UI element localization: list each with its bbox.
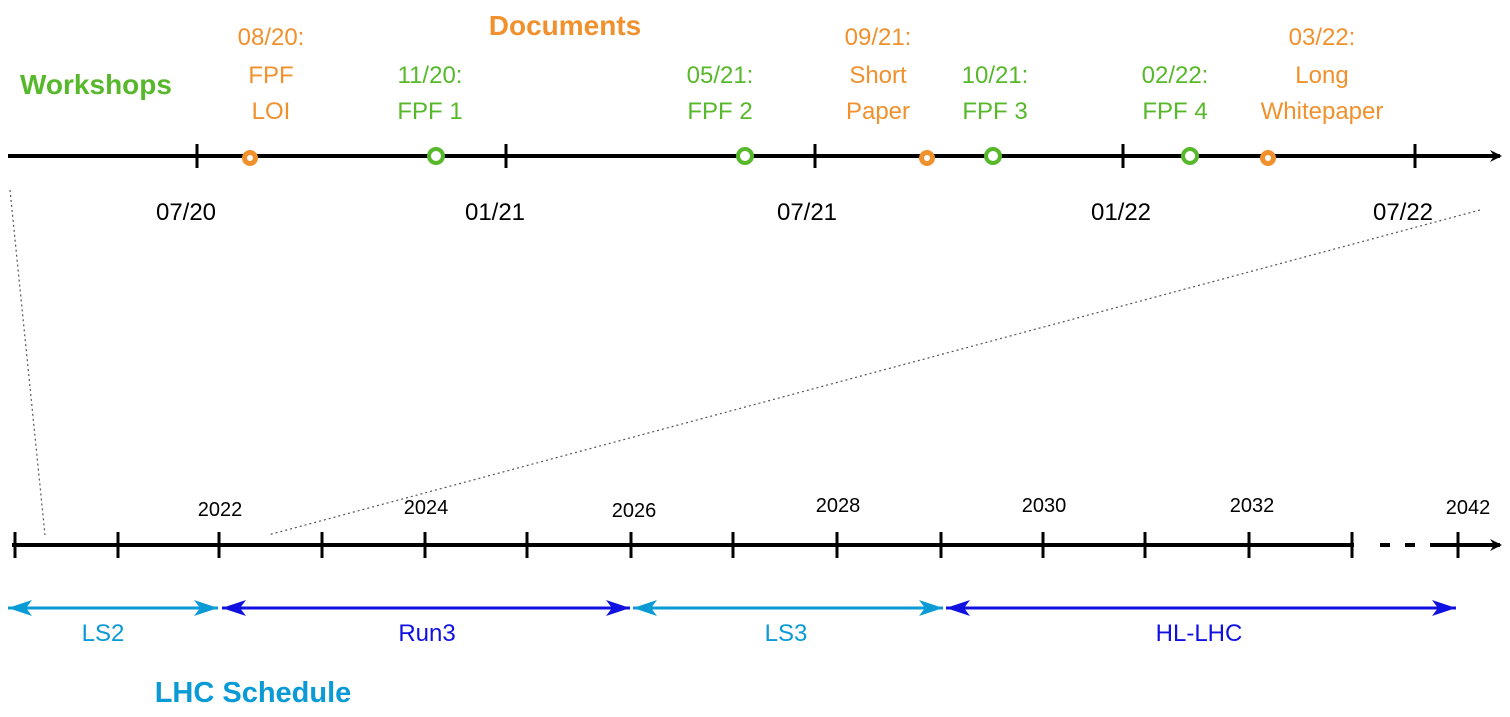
top-tick-label-4: 01/22 [1091,199,1151,226]
bottom-timeline: 2022 2024 2026 2028 2030 2032 2042 LS2 R… [8,495,1502,709]
document-title-line1: FPF [248,62,293,89]
year-label: 2024 [404,497,449,519]
top-tick-label-5: 07/22 [1373,199,1433,226]
top-tick-label-1: 07/20 [156,199,216,226]
zoom-guide-left [9,189,46,536]
workshop-name: FPF 3 [962,98,1027,125]
workshop-date: 05/21: [687,62,754,89]
zoom-guide-right [267,209,1481,536]
period-label-hl-lhc: HL-LHC [1156,620,1243,647]
period-label-ls2: LS2 [82,620,125,647]
document-date: 03/22: [1289,24,1356,51]
workshop-date: 11/20: [398,62,463,89]
document-marker-dot-icon [1265,155,1271,161]
workshop-marker-icon [736,147,754,165]
workshop-date: 10/21: [962,62,1029,89]
document-date: 08/20: [238,24,305,51]
document-title-line1: Short [849,62,907,89]
document-title-line2: Paper [846,98,910,125]
documents-label: Documents [489,10,641,41]
period-run3: Run3 [222,600,630,647]
workshop-marker-icon [1181,147,1199,165]
workshop-event-fpf4: 02/22: FPF 4 [1142,62,1209,165]
workshop-name: FPF 2 [687,98,752,125]
year-label: 2022 [198,499,243,521]
workshop-date: 02/22: [1142,62,1209,89]
workshops-label: Workshops [20,69,172,100]
workshop-name: FPF 1 [397,98,462,125]
workshop-name: FPF 4 [1142,98,1207,125]
year-label: 2026 [612,500,657,522]
document-marker-dot-icon [247,155,253,161]
document-title-line2: Whitepaper [1261,98,1384,125]
top-timeline: 07/20 01/21 07/21 01/22 07/22 Workshops … [8,10,1502,226]
top-tick-label-3: 07/21 [777,199,837,226]
workshop-event-fpf2: 05/21: FPF 2 [687,62,754,165]
period-hl-lhc: HL-LHC [946,600,1456,647]
document-marker-dot-icon [924,155,930,161]
document-event-loi: 08/20: FPF LOI [238,24,305,166]
period-label-ls3: LS3 [765,620,808,647]
document-event-long-whitepaper: 03/22: Long Whitepaper [1260,24,1383,166]
lhc-schedule-title: LHC Schedule [155,677,352,709]
workshop-marker-icon [427,147,445,165]
document-title-line2: LOI [252,98,291,125]
year-label: 2042 [1446,497,1491,519]
document-title-line1: Long [1295,62,1348,89]
year-label: 2030 [1022,495,1067,517]
top-tick-label-2: 01/21 [465,199,525,226]
workshop-event-fpf1: 11/20: FPF 1 [397,62,463,165]
workshop-event-fpf3: 10/21: FPF 3 [962,62,1029,165]
year-label: 2028 [816,495,861,517]
workshop-marker-icon [984,147,1002,165]
document-date: 09/21: [845,24,912,51]
period-label-run3: Run3 [398,620,455,647]
document-event-short-paper: 09/21: Short Paper [845,24,935,166]
year-label: 2032 [1230,495,1275,517]
period-ls2: LS2 [8,600,218,647]
period-ls3: LS3 [633,600,943,647]
